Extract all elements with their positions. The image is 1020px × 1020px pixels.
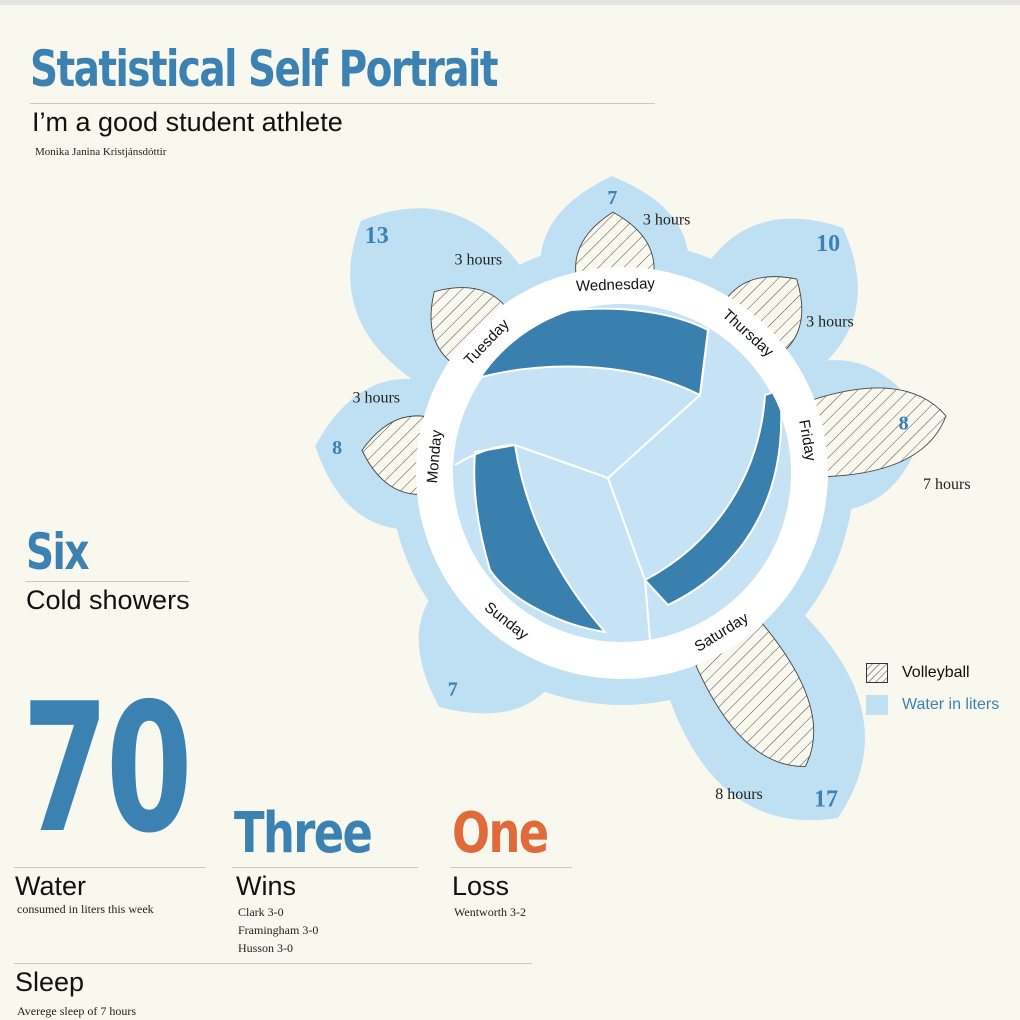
hatch-swatch-icon (866, 663, 888, 683)
win-item: Husson 3-0 (238, 941, 294, 955)
win-item: Framingham 3-0 (238, 923, 319, 937)
top-bar (0, 0, 1020, 5)
page-title: Statistical Self Portrait (30, 40, 498, 98)
showers-value: Six (26, 523, 90, 581)
sleep-divider (14, 963, 532, 964)
water-value: 70 (22, 665, 193, 872)
hours-petal-tuesday (430, 287, 506, 362)
showers-label: Cold showers (26, 585, 190, 615)
legend-water: Water in liters (866, 695, 999, 715)
volleyball-icon (451, 302, 793, 644)
water-value-label: 13 (365, 223, 389, 249)
wins-value: Three (234, 801, 373, 866)
water-value-label: 8 (332, 437, 342, 459)
showers-divider (25, 581, 189, 582)
day-label-monday: Monday (424, 429, 446, 484)
hours-petal-wednesday (575, 211, 655, 274)
hours-value-label: 3 hours (643, 211, 691, 228)
wins-details: Clark 3-0 Framingham 3-0 Husson 3-0 (238, 903, 318, 957)
wins-divider (232, 867, 418, 868)
day-label-wednesday: Wednesday (576, 275, 656, 295)
hours-value-label: 3 hours (806, 313, 854, 330)
legend-volleyball-label: Volleyball (902, 664, 970, 681)
water-note: consumed in liters this week (17, 902, 154, 916)
water-divider (14, 867, 206, 868)
hours-value-label: 7 hours (923, 476, 971, 493)
hours-value-label: 8 hours (715, 786, 763, 803)
hours-petal-monday (361, 415, 426, 495)
loss-item: Wentworth 3-2 (454, 905, 527, 919)
water-value-label: 10 (816, 231, 840, 257)
water-label: Water (15, 871, 87, 901)
title-divider (30, 103, 655, 104)
hours-petal-thursday (726, 276, 803, 351)
water-value-label: 8 (899, 412, 909, 434)
water-value-label: 7 (448, 679, 458, 701)
losses-divider (450, 867, 572, 868)
wins-label: Wins (236, 871, 296, 901)
losses-label: Loss (452, 871, 510, 901)
sleep-label: Sleep (15, 967, 85, 997)
losses-value: One (452, 801, 549, 866)
legend-volleyball: Volleyball (866, 663, 970, 683)
water-swatch-icon (866, 695, 888, 715)
water-value-label: 17 (814, 786, 838, 812)
author-name: Monika Janina Kristjánsdóttir (35, 146, 167, 158)
hours-value-label: 3 hours (352, 389, 400, 406)
page-subtitle: I’m a good student athlete (32, 107, 343, 137)
hours-value-label: 3 hours (455, 251, 503, 268)
legend-water-label: Water in liters (902, 696, 1000, 713)
hours-petal-saturday (694, 622, 815, 767)
hours-petal-friday (812, 387, 947, 478)
water-lobe-sunday (418, 576, 564, 714)
water-value-label: 7 (607, 187, 617, 209)
sleep-note: Averege sleep of 7 hours (17, 1004, 137, 1018)
win-item: Clark 3-0 (238, 905, 284, 919)
